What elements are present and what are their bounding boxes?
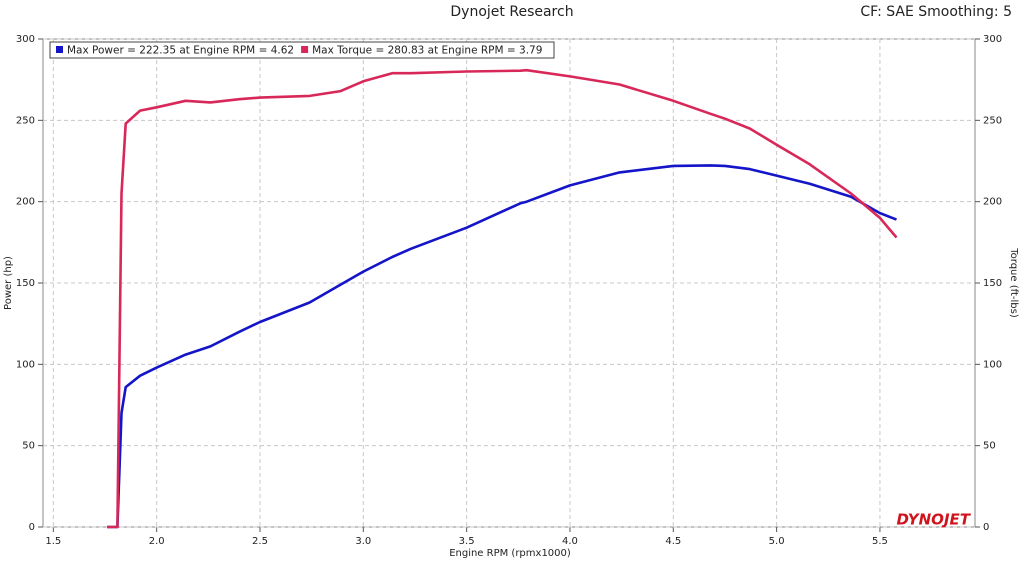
y-tick-label: 0	[29, 522, 35, 533]
x-tick-label: 5.5	[872, 536, 888, 547]
logo: DYNOJET	[896, 511, 971, 529]
x-tick-label: 4.5	[665, 536, 681, 547]
legend-swatch	[301, 46, 309, 53]
legend-label: Max Torque = 280.83 at Engine RPM = 3.79	[312, 45, 542, 57]
chart-subtitle: CF: SAE Smoothing: 5	[860, 4, 1012, 20]
legend-label: Max Power = 222.35 at Engine RPM = 4.62	[67, 45, 294, 57]
y-tick-label: 200	[16, 197, 35, 208]
y2-tick-label: 150	[983, 278, 1002, 289]
data-line	[107, 68, 898, 529]
legend-swatch	[56, 46, 63, 53]
x-tick-label: 2.5	[252, 536, 268, 547]
x-tick-label: 2.0	[149, 536, 165, 547]
data-line	[107, 164, 897, 529]
x-tick-label: 1.5	[45, 536, 61, 547]
y2-tick-label: 200	[983, 197, 1002, 208]
y-tick-label: 100	[16, 359, 35, 370]
y-tick-label: 300	[16, 34, 35, 45]
chart-title: Dynojet Research	[450, 4, 573, 20]
y-tick-label: 50	[22, 441, 35, 452]
x-axis-label: Engine RPM (rpmx1000)	[449, 548, 571, 559]
y2-tick-label: 100	[983, 359, 1002, 370]
y-axis-label: Power (hp)	[3, 256, 14, 310]
x-tick-label: 3.0	[355, 536, 371, 547]
legend: Max Power = 222.35 at Engine RPM = 4.62 M…	[49, 41, 555, 59]
y-tick-label: 150	[16, 278, 35, 289]
y2-tick-label: 50	[983, 441, 996, 452]
x-tick-label: 5.0	[769, 536, 785, 547]
y-tick-label: 250	[16, 115, 35, 126]
y2-tick-label: 250	[983, 115, 1002, 126]
y2-tick-label: 0	[983, 522, 989, 533]
x-tick-label: 4.0	[562, 536, 578, 547]
y2-tick-label: 300	[983, 34, 1002, 45]
x-tick-label: 3.5	[459, 536, 475, 547]
y2-axis-label: Torque (ft-lbs)	[1008, 247, 1019, 318]
